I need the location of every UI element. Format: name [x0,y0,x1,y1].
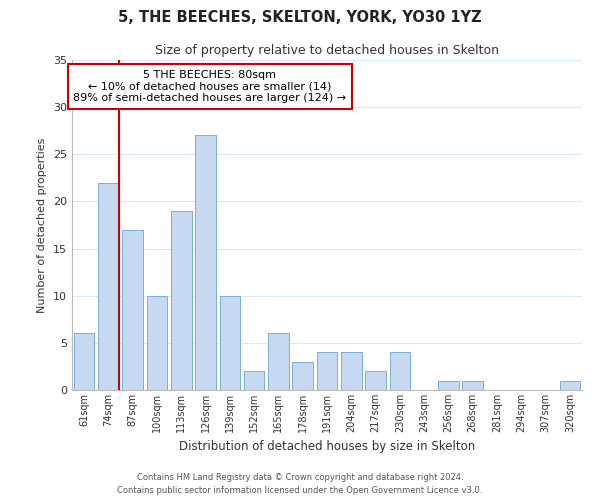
Bar [341,352,362,390]
Bar [171,211,191,390]
Bar [463,380,483,390]
Text: Contains HM Land Registry data © Crown copyright and database right 2024.
Contai: Contains HM Land Registry data © Crown c… [118,474,482,495]
Title: Size of property relative to detached houses in Skelton: Size of property relative to detached ho… [155,44,499,58]
Text: 5, THE BEECHES, SKELTON, YORK, YO30 1YZ: 5, THE BEECHES, SKELTON, YORK, YO30 1YZ [118,10,482,25]
Text: 5 THE BEECHES: 80sqm
← 10% of detached houses are smaller (14)
89% of semi-detac: 5 THE BEECHES: 80sqm ← 10% of detached h… [73,70,346,103]
Bar [292,362,313,390]
Bar [220,296,240,390]
Bar [438,380,459,390]
Y-axis label: Number of detached properties: Number of detached properties [37,138,47,312]
Bar [74,334,94,390]
Bar [98,182,119,390]
Bar [244,371,265,390]
Bar [365,371,386,390]
X-axis label: Distribution of detached houses by size in Skelton: Distribution of detached houses by size … [179,440,475,454]
Bar [389,352,410,390]
Bar [317,352,337,390]
Bar [195,136,216,390]
Bar [268,334,289,390]
Bar [122,230,143,390]
Bar [146,296,167,390]
Bar [560,380,580,390]
